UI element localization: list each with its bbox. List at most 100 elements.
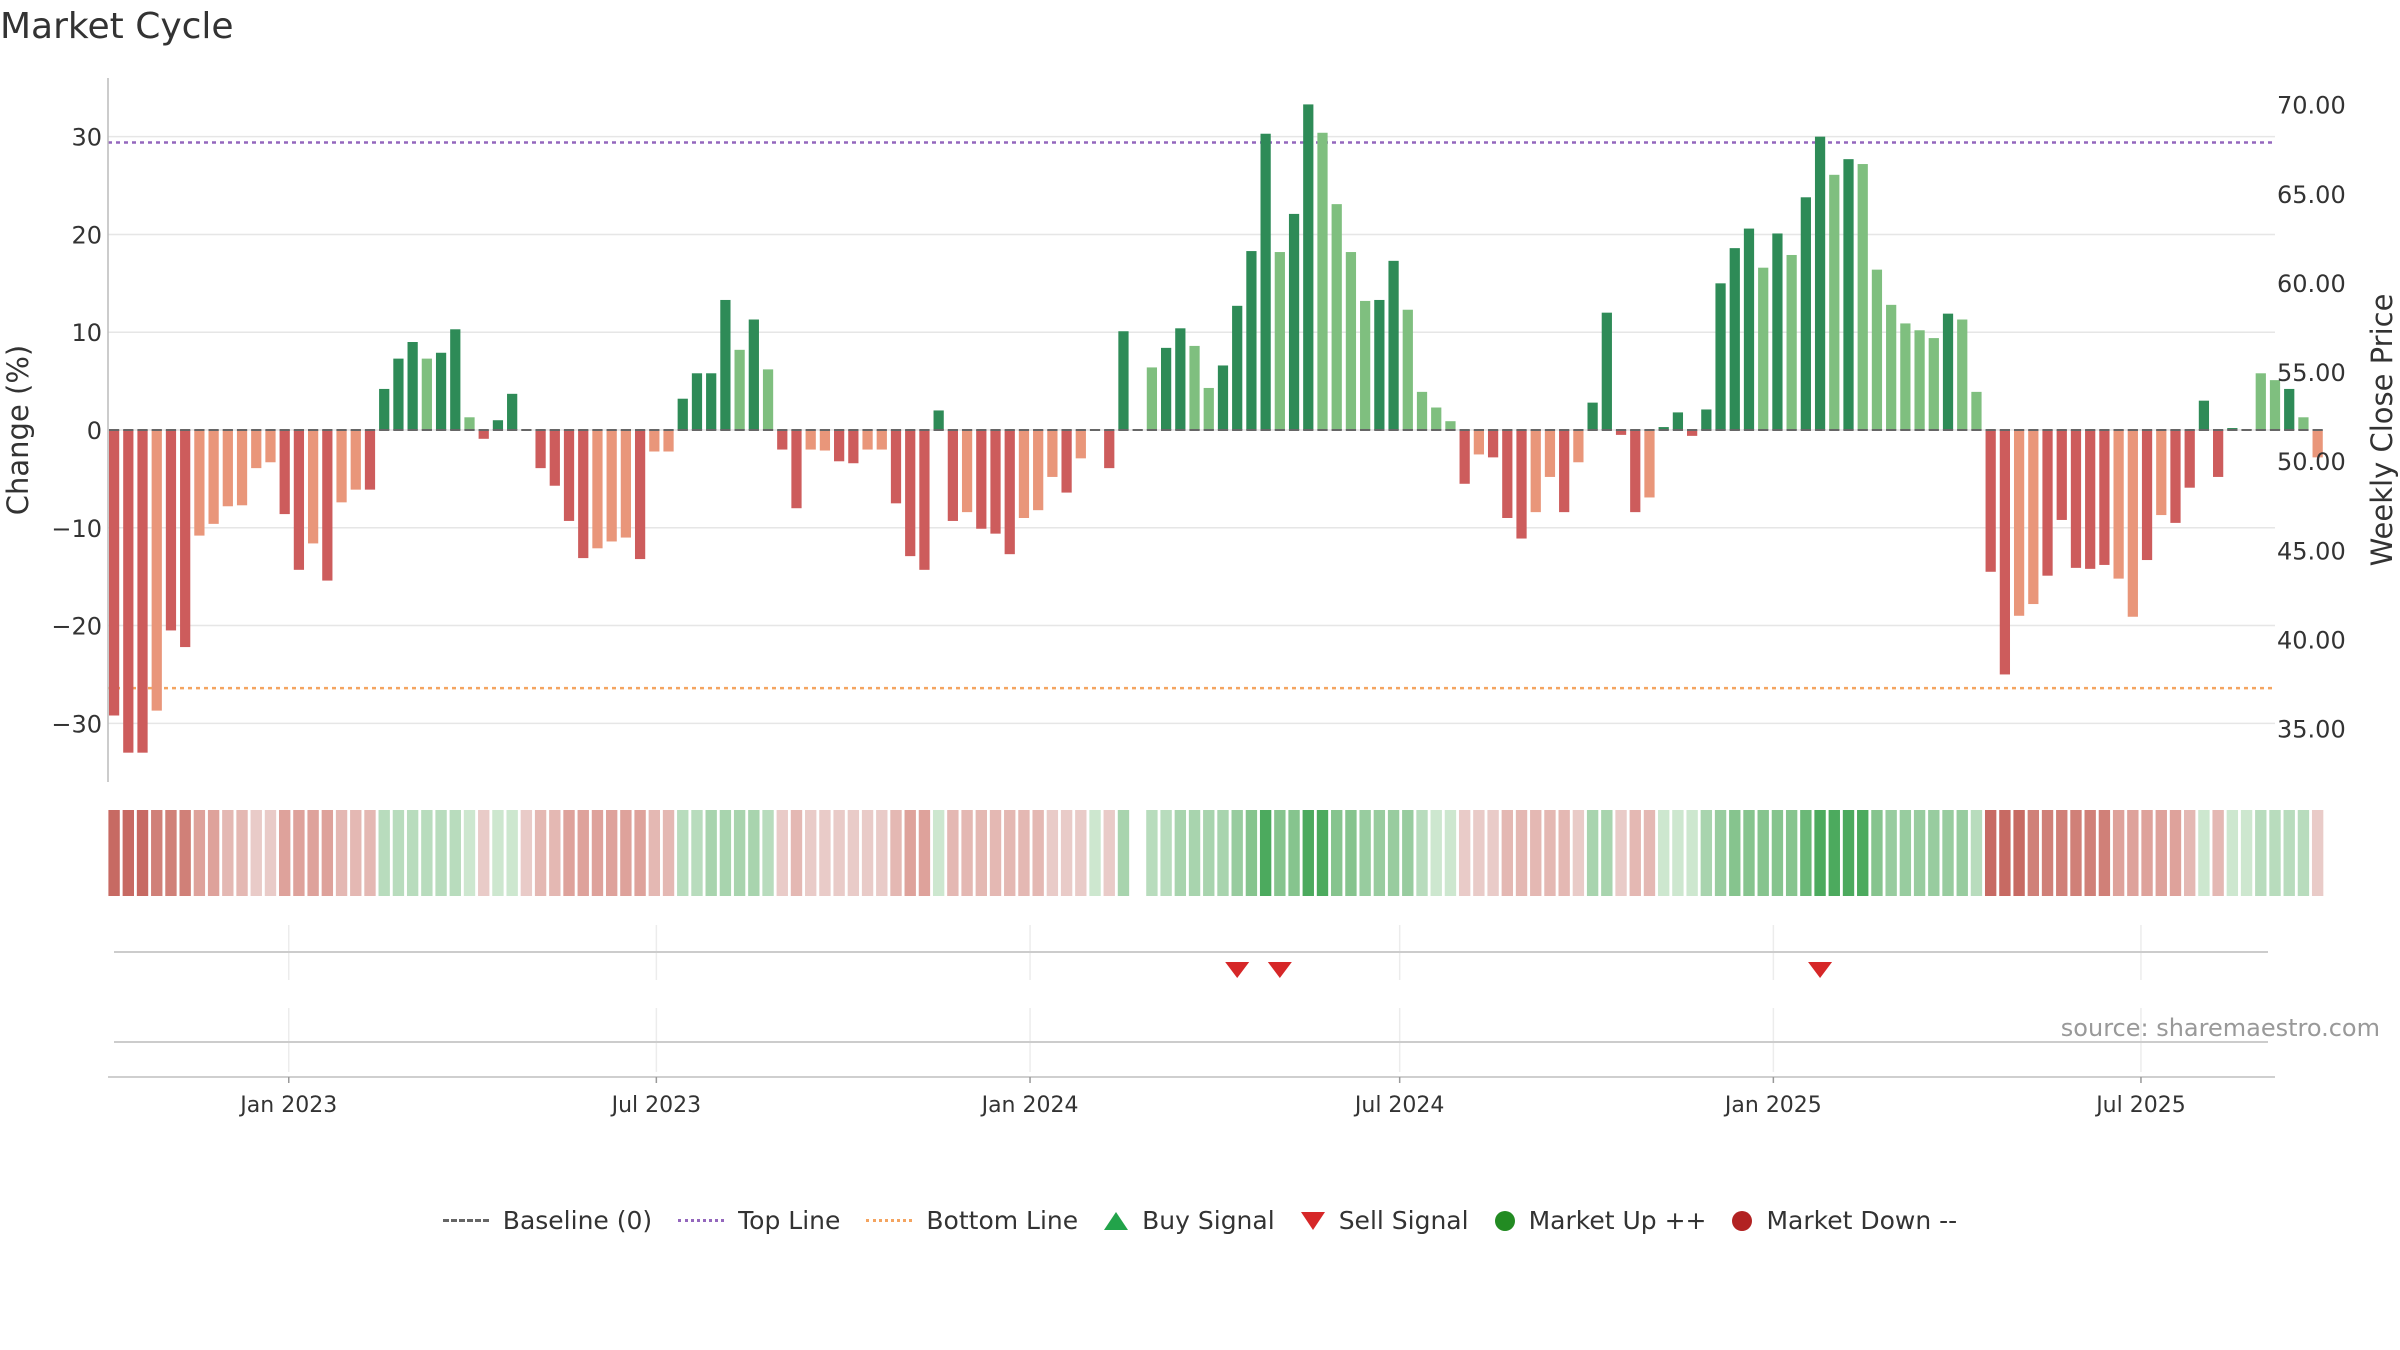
bar — [2184, 430, 2195, 488]
heat-cell — [1700, 810, 1713, 896]
heat-cell — [989, 810, 1002, 896]
sell-triangle-icon — [1300, 1211, 1325, 1230]
bar — [1288, 213, 1300, 430]
heat-cell — [1686, 810, 1698, 896]
heat-cell — [2127, 810, 2139, 896]
bar — [620, 430, 632, 538]
heat-cell — [790, 810, 803, 896]
heat-cell — [1672, 810, 1684, 896]
heat-cell — [563, 810, 575, 896]
heat-cell — [918, 810, 931, 896]
heat-cell — [1060, 810, 1073, 896]
bar — [194, 430, 205, 536]
legend-market-down: Market Down -- — [1732, 1206, 1957, 1235]
heat-cell — [463, 810, 476, 896]
bar — [734, 349, 745, 430]
signals-panel — [114, 925, 2268, 1072]
heat-cell — [207, 810, 220, 896]
heat-cell — [1757, 810, 1769, 896]
bar — [1047, 430, 1058, 477]
heat-cell — [1458, 810, 1471, 896]
bar — [1260, 133, 1271, 430]
heat-cell — [2198, 810, 2210, 896]
heat-cell — [1359, 810, 1371, 896]
bar — [265, 430, 276, 463]
heat-cell — [1729, 810, 1741, 896]
bar — [706, 373, 717, 430]
bar — [1999, 430, 2011, 675]
bar — [1018, 430, 1030, 518]
bar — [961, 430, 973, 513]
heat-cell — [2212, 810, 2224, 896]
sell-signal-marker — [1225, 962, 1250, 978]
y2-tick-label: 50.00 — [2277, 448, 2346, 476]
chart-title: Market Cycle — [0, 6, 234, 47]
bar — [1274, 252, 1285, 430]
bar — [947, 430, 958, 521]
legend-sell-label: Sell Signal — [1338, 1206, 1469, 1235]
heat-cell — [1984, 810, 1997, 896]
bar — [1544, 430, 1556, 477]
bar — [1928, 338, 1939, 430]
bar — [2113, 430, 2124, 579]
bar — [1203, 387, 1214, 430]
bar — [890, 430, 902, 504]
heat-cell — [1089, 810, 1101, 896]
heat-cell — [2297, 810, 2310, 896]
heat-cell — [279, 810, 291, 896]
heat-cell — [677, 810, 689, 896]
bar — [364, 430, 376, 490]
bar — [507, 393, 518, 430]
legend-up-label: Market Up ++ — [1528, 1206, 1707, 1235]
bar — [677, 398, 688, 430]
heat-cell — [136, 810, 149, 896]
heat-cell — [1416, 810, 1428, 896]
heat-cell — [1203, 810, 1215, 896]
bar — [123, 430, 134, 753]
legend-market-up: Market Up ++ — [1494, 1206, 1707, 1235]
y-tick-label: −30 — [51, 710, 102, 738]
buy-triangle-icon — [1104, 1211, 1129, 1230]
bar — [1871, 269, 1883, 430]
bar — [1502, 430, 1513, 518]
heat-cell — [819, 810, 831, 896]
bar — [549, 430, 560, 486]
bar — [1715, 283, 1726, 430]
y-tick-label: −20 — [51, 613, 102, 641]
y-tick-label: 20 — [71, 221, 102, 249]
bar — [1701, 409, 1712, 430]
bar — [450, 329, 461, 430]
bar — [919, 430, 930, 570]
reference-lines — [108, 141, 2275, 690]
bottom-line-swatch — [866, 1219, 913, 1222]
heat-cell — [1487, 810, 1499, 896]
heat-cell — [577, 810, 589, 896]
legend-buy: Buy Signal — [1104, 1206, 1275, 1235]
heat-cell — [1302, 810, 1314, 896]
bar — [691, 373, 703, 430]
legend-bottom-label: Bottom Line — [926, 1206, 1079, 1235]
legend: Baseline (0) Top Line Bottom Line Buy Si… — [0, 1206, 2400, 1235]
heat-cell — [193, 810, 206, 896]
bar — [1743, 228, 1755, 430]
heat-cell — [2269, 810, 2281, 896]
bar — [435, 352, 447, 430]
heat-cell — [1515, 810, 1528, 896]
bar — [1615, 430, 1627, 435]
bar — [1004, 430, 1015, 555]
heat-cell — [648, 810, 661, 896]
heat-cell — [179, 810, 191, 896]
bar — [1402, 309, 1413, 430]
heat-cell — [1188, 810, 1201, 896]
legend-top-line: Top Line — [678, 1206, 840, 1235]
heat-cell — [691, 810, 703, 896]
heat-cell — [1572, 810, 1585, 896]
bar — [1317, 132, 1328, 430]
heat-cell — [705, 810, 717, 896]
sell-signal-marker — [1808, 962, 1833, 978]
heat-cell — [2084, 810, 2096, 896]
heat-cell — [1999, 810, 2011, 896]
heat-cell — [805, 810, 817, 896]
heat-cell — [1430, 810, 1442, 896]
top-line-swatch — [678, 1219, 725, 1222]
